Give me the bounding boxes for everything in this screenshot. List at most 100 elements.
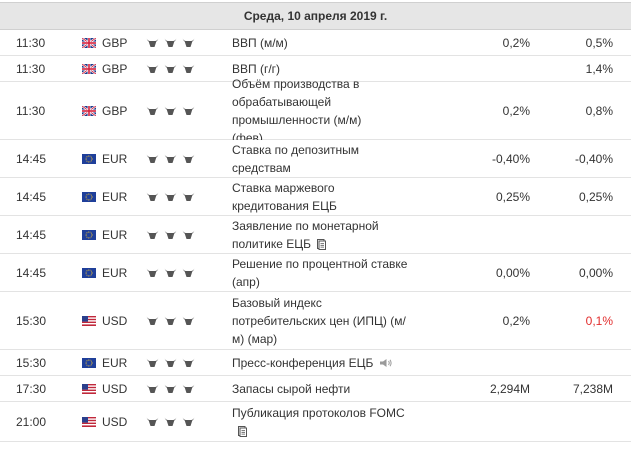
calendar-row[interactable]: 14:45 EUR Решение по процентной ставке (… bbox=[0, 254, 631, 292]
actual-value: 0,25% bbox=[495, 189, 530, 204]
bull-icon bbox=[164, 229, 177, 240]
event-name[interactable]: Ставка по депозитным средствам bbox=[232, 142, 360, 175]
calendar-row[interactable]: 15:30 EUR Пресс-конференция ЕЦБ bbox=[0, 350, 631, 376]
event-time: 11:30 bbox=[16, 61, 46, 76]
currency: USD bbox=[102, 381, 128, 396]
calendar-row[interactable]: 11:30 GBP Объём производства в обрабатыв… bbox=[0, 77, 631, 145]
bull-icon bbox=[146, 37, 159, 48]
event-name-text: Заявление по монетарной политике ЕЦБ bbox=[232, 218, 379, 251]
event-name[interactable]: Пресс-конференция ЕЦБ bbox=[232, 354, 432, 372]
actual-value: 0,2% bbox=[502, 313, 530, 328]
event-name[interactable]: Базовый индекс потребительских цен (ИПЦ)… bbox=[232, 295, 406, 346]
currency: EUR bbox=[102, 265, 128, 280]
calendar-row[interactable]: 14:45 EUR Ставка по депозитным средствам… bbox=[0, 140, 631, 178]
bull-icon bbox=[146, 416, 159, 427]
calendar-row[interactable]: 14:45 EUR Заявление по монетарной полити… bbox=[0, 216, 631, 254]
importance-rating bbox=[146, 383, 195, 394]
forecast-value: 0,5% bbox=[585, 35, 613, 50]
event-name[interactable]: ВВП (м/м) bbox=[232, 35, 288, 50]
importance-rating bbox=[146, 191, 195, 202]
forecast-value: 0,1% bbox=[585, 313, 613, 328]
currency: GBP bbox=[102, 103, 128, 118]
bull-icon bbox=[164, 37, 177, 48]
importance-rating bbox=[146, 416, 195, 427]
bull-icon bbox=[182, 267, 195, 278]
event-name-text: Пресс-конференция ЕЦБ bbox=[232, 355, 374, 370]
actual-value: 2,294M bbox=[489, 381, 530, 396]
bull-icon bbox=[146, 267, 159, 278]
bull-icon bbox=[182, 153, 195, 164]
eu-flag-icon bbox=[82, 192, 96, 202]
currency: EUR bbox=[102, 151, 128, 166]
event-time: 17:30 bbox=[16, 381, 47, 396]
bull-icon bbox=[182, 357, 195, 368]
event-name[interactable]: Решение по процентной ставке (апр) bbox=[232, 256, 408, 289]
currency: USD bbox=[102, 313, 128, 328]
calendar-row[interactable]: 11:30 GBP ВВП (г/г) 1,4% bbox=[0, 56, 631, 82]
importance-rating bbox=[146, 357, 195, 368]
currency: USD bbox=[102, 414, 128, 429]
bull-icon bbox=[146, 191, 159, 202]
actual-value: 0,00% bbox=[495, 265, 530, 280]
bull-icon bbox=[164, 63, 177, 74]
calendar-row[interactable]: 15:30 USD Базовый индекс потребительских… bbox=[0, 292, 631, 350]
event-name[interactable]: Объём производства в обрабатывающей пром… bbox=[232, 76, 362, 145]
forecast-value: -0,40% bbox=[574, 151, 613, 166]
importance-rating bbox=[146, 37, 195, 48]
calendar-row[interactable]: 14:45 EUR Ставка маржевого кредитования … bbox=[0, 178, 631, 216]
eu-flag-icon bbox=[82, 230, 96, 240]
event-time: 14:45 bbox=[16, 189, 47, 204]
forecast-value: 0,25% bbox=[578, 189, 613, 204]
us-flag-icon bbox=[82, 417, 96, 427]
currency: EUR bbox=[102, 189, 128, 204]
bull-icon bbox=[164, 315, 177, 326]
calendar-row[interactable]: 21:00 USD Публикация протоколов FOMC bbox=[0, 402, 631, 442]
uk-flag-icon bbox=[82, 38, 96, 48]
bull-icon bbox=[182, 105, 195, 116]
bull-icon bbox=[164, 383, 177, 394]
speaker-icon[interactable] bbox=[379, 358, 393, 368]
actual-value: 0,2% bbox=[502, 103, 530, 118]
document-icon[interactable] bbox=[238, 425, 247, 437]
event-time: 11:30 bbox=[16, 103, 46, 118]
bull-icon bbox=[146, 383, 159, 394]
event-name-text: Публикация протоколов FOMC bbox=[232, 405, 405, 420]
economic-calendar: Среда, 10 апреля 2019 г. 11:30 GBP ВВП (… bbox=[0, 2, 631, 442]
calendar-row[interactable]: 17:30 USD Запасы сырой нефти 2,294M 7,23… bbox=[0, 376, 631, 402]
document-icon[interactable] bbox=[316, 238, 326, 250]
bull-icon bbox=[164, 105, 177, 116]
event-time: 15:30 bbox=[16, 355, 47, 370]
event-name[interactable]: Ставка маржевого кредитования ЕЦБ bbox=[232, 180, 337, 213]
event-time: 14:45 bbox=[16, 151, 47, 166]
bull-icon bbox=[146, 357, 159, 368]
calendar-row[interactable]: 11:30 GBP ВВП (м/м) 0,2% 0,5% bbox=[0, 30, 631, 56]
event-time: 15:30 bbox=[16, 313, 47, 328]
event-time: 21:00 bbox=[16, 414, 47, 429]
bull-icon bbox=[164, 416, 177, 427]
bull-icon bbox=[182, 315, 195, 326]
actual-value: 0,2% bbox=[502, 35, 530, 50]
event-name[interactable]: ВВП (г/г) bbox=[232, 61, 281, 76]
uk-flag-icon bbox=[82, 106, 96, 116]
event-name[interactable]: Запасы сырой нефти bbox=[232, 381, 351, 396]
currency: EUR bbox=[102, 227, 128, 242]
event-name[interactable]: Публикация протоколов FOMC bbox=[232, 404, 417, 440]
bull-icon bbox=[182, 37, 195, 48]
bull-icon bbox=[164, 191, 177, 202]
importance-rating bbox=[146, 267, 195, 278]
bull-icon bbox=[182, 229, 195, 240]
event-name[interactable]: Заявление по монетарной политике ЕЦБ bbox=[232, 217, 397, 253]
date-header: Среда, 10 апреля 2019 г. bbox=[0, 2, 631, 30]
bull-icon bbox=[164, 357, 177, 368]
importance-rating bbox=[146, 63, 195, 74]
bull-icon bbox=[146, 105, 159, 116]
eu-flag-icon bbox=[82, 268, 96, 278]
bull-icon bbox=[146, 153, 159, 164]
importance-rating bbox=[146, 153, 195, 164]
importance-rating bbox=[146, 315, 195, 326]
importance-rating bbox=[146, 105, 195, 116]
bull-icon bbox=[164, 267, 177, 278]
bull-icon bbox=[146, 63, 159, 74]
currency: GBP bbox=[102, 61, 128, 76]
actual-value: -0,40% bbox=[491, 151, 530, 166]
